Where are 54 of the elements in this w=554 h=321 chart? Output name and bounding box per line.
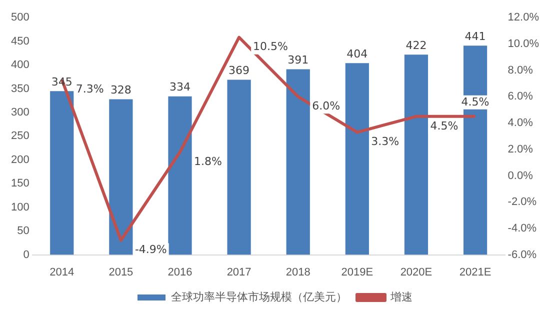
bar bbox=[168, 96, 192, 255]
data-label: -4.9% bbox=[134, 243, 167, 256]
bar bbox=[286, 69, 310, 255]
y-tick-label: 300 bbox=[10, 106, 30, 119]
y2-tick-label: -6.0% bbox=[508, 248, 537, 261]
data-label: 334 bbox=[169, 80, 190, 94]
y-tick-label: 250 bbox=[10, 130, 30, 142]
x-tick-label: 2015 bbox=[108, 266, 134, 278]
y2-tick-label: 0.0% bbox=[508, 170, 534, 182]
y-tick-label: 200 bbox=[10, 154, 30, 166]
data-label: 4.5% bbox=[430, 119, 458, 132]
bar bbox=[227, 80, 251, 255]
data-label: 328 bbox=[110, 84, 132, 97]
x-tick-label: 2018 bbox=[286, 266, 310, 278]
y2-tick-label: 8.0% bbox=[508, 64, 534, 76]
legend-label: 全球功率半导体市场规模（亿美元） bbox=[171, 290, 347, 304]
y-tick-label: 100 bbox=[10, 201, 30, 214]
legend-label: 增速 bbox=[390, 290, 412, 304]
data-label: 4.5% bbox=[461, 95, 490, 108]
bar bbox=[404, 54, 428, 255]
y2-tick-label: 4.0% bbox=[508, 117, 534, 130]
data-label: 3.3% bbox=[371, 135, 400, 148]
bar bbox=[463, 46, 488, 255]
data-label: 369 bbox=[228, 64, 250, 78]
data-label: 10.5% bbox=[253, 40, 288, 54]
x-tick-label: 2019E bbox=[341, 266, 374, 278]
y2-tick-label: -4.0% bbox=[508, 222, 537, 234]
data-label: 7.3% bbox=[76, 82, 104, 96]
data-label: 391 bbox=[288, 54, 309, 67]
y-tick-label: 50 bbox=[17, 225, 30, 238]
data-label: 422 bbox=[406, 38, 427, 52]
x-tick-label: 2020E bbox=[400, 266, 432, 278]
y-tick-label: 150 bbox=[10, 178, 30, 190]
data-label: 404 bbox=[346, 48, 368, 60]
data-label: 441 bbox=[464, 30, 486, 43]
bar bbox=[345, 63, 369, 255]
bar bbox=[109, 99, 133, 255]
y2-tick-label: 6.0% bbox=[508, 90, 534, 103]
y-tick-label: 0 bbox=[23, 248, 30, 261]
y-tick-label: 450 bbox=[10, 35, 30, 48]
bar bbox=[50, 91, 74, 255]
x-tick-label: 2021E bbox=[459, 266, 492, 278]
data-label: 6.0% bbox=[312, 100, 340, 113]
x-tick-label: 2014 bbox=[50, 266, 74, 278]
y2-tick-label: 2.0% bbox=[508, 143, 534, 156]
x-tick-label: 2017 bbox=[226, 266, 252, 278]
y-tick-label: 400 bbox=[10, 59, 30, 72]
x-tick-label: 2016 bbox=[168, 266, 192, 278]
y-tick-label: 500 bbox=[10, 12, 30, 24]
y-tick-label: 350 bbox=[10, 82, 30, 95]
data-label: 1.8% bbox=[194, 154, 222, 168]
y2-tick-label: 10.0% bbox=[508, 38, 540, 50]
y2-tick-label: -2.0% bbox=[508, 196, 537, 208]
y2-tick-label: 12.0% bbox=[508, 12, 540, 24]
